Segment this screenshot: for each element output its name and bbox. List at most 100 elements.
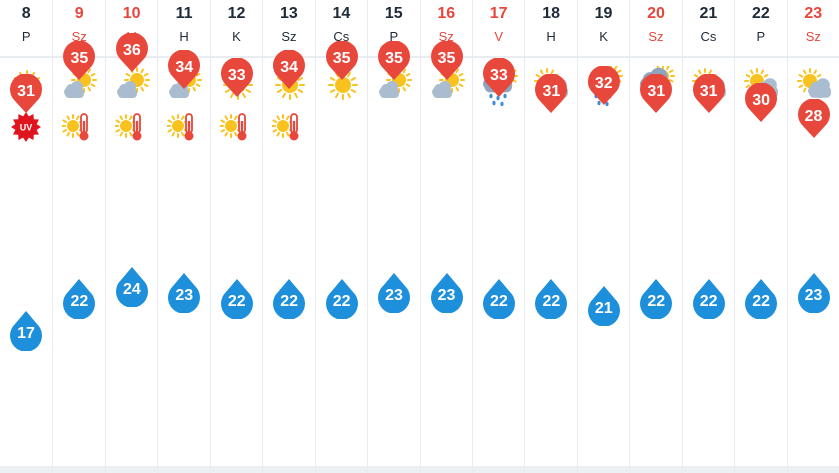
day-column-21[interactable]: 21 Cs 31 22 [681,0,734,473]
date-number: 8 [21,5,31,22]
max-temp-pin: 35 [61,41,97,81]
min-temp-value: 22 [542,293,561,311]
min-temp-pin: 22 [271,279,307,320]
max-temp-value: 34 [175,58,194,76]
date-number: 15 [384,5,403,22]
day-column-17[interactable]: 17 V 33 22 [471,0,524,473]
weekday-label: V [494,29,503,44]
day-column-11[interactable]: 11 H 34 23 [157,0,209,473]
day-column-23[interactable]: 23 Sz 28 23 [786,0,839,473]
min-temp-value: 23 [804,287,823,305]
max-temp-pin: 34 [166,49,202,90]
max-temp-value: 31 [17,83,35,101]
max-temp-value: 35 [70,50,89,68]
heat-warning-icon [61,110,96,144]
max-temp-value: 34 [280,58,299,76]
date-number: 23 [804,5,823,22]
max-temp-value: 32 [594,75,613,92]
max-temp-pin: 31 [691,74,727,114]
day-column-12[interactable]: 12 K 33 22 [209,0,262,473]
thermometer-shape [237,113,247,141]
weekday-label: P [21,29,31,44]
heat-warning-icon [166,110,201,144]
min-temp-value: 21 [594,299,613,317]
sun-icon [323,66,363,106]
day-column-15[interactable]: 15 P 35 23 [367,0,419,473]
day-column-16[interactable]: 16 Sz 35 23 [419,0,472,473]
day-column-13[interactable]: 13 Sz 34 22 [262,0,314,473]
max-temp-pin: 33 [219,57,255,98]
weekday-label: Cs [700,29,717,44]
max-temp-value: 35 [437,50,456,68]
thermometer-shape [79,113,89,141]
cloud-shape [116,81,137,98]
day-column-19[interactable]: 19 K 32 21 [576,0,629,473]
weekday-label: Sz [438,29,454,44]
min-temp-value: 22 [752,293,771,311]
weekday-label: P [389,29,399,44]
min-temp-value: 23 [437,287,456,305]
max-temp-pin: 31 [8,74,44,114]
date-number: 12 [227,5,246,22]
min-temp-pin: 22 [691,279,727,320]
min-temp-value: 22 [699,293,718,311]
sun-shape [327,70,358,100]
max-temp-pin: 34 [271,49,307,90]
cloud-shape [169,81,190,98]
min-temp-value: 22 [490,293,508,311]
day-column-20[interactable]: 20 Sz 31 22 [629,0,681,473]
min-temp-pin: 22 [219,279,255,320]
max-temp-value: 30 [752,91,771,109]
date-number: 22 [751,5,770,22]
min-temp-value: 22 [280,293,299,311]
max-temp-pin: 32 [586,66,622,106]
min-temp-value: 24 [122,280,141,298]
max-temp-pin: 31 [638,74,674,114]
date-number: 16 [437,5,456,22]
max-temp-pin: 35 [429,41,465,81]
date-number: 17 [489,5,508,22]
date-number: 18 [542,5,560,22]
weekday-label: Sz [648,29,664,44]
min-temp-pin: 21 [586,285,622,326]
max-temp-pin: 28 [796,99,832,139]
date-number: 21 [699,5,718,22]
weekday-label: K [599,29,608,44]
partly-cloudy-icon [795,66,835,106]
thermometer-shape [132,113,142,141]
day-column-8[interactable]: 8 P UV 31 17 [0,0,52,473]
date-number: 11 [175,5,193,22]
max-temp-pin: 30 [743,82,779,123]
max-temp-pin: 35 [324,41,360,81]
weekday-label: Sz [805,29,821,44]
max-temp-value: 33 [490,66,508,84]
date-number: 13 [280,5,298,22]
heat-warning-icon [113,110,149,144]
min-temp-value: 22 [647,293,666,311]
thermometer-shape [289,113,299,141]
day-column-18[interactable]: 18 H 31 22 [524,0,576,473]
date-number: 20 [647,5,665,22]
day-column-22[interactable]: 22 P 30 22 [734,0,786,473]
min-temp-value: 23 [385,287,403,305]
max-temp-pin: 31 [533,74,569,114]
min-temp-pin: 22 [61,279,97,320]
min-temp-value: 22 [70,293,89,311]
cloud-sun-icon [428,66,468,106]
date-number: 14 [332,5,351,22]
day-column-9[interactable]: 9 Sz 35 22 [52,0,104,473]
weekday-label: Sz [281,29,297,44]
day-column-10[interactable]: 10V3624 [104,0,157,473]
max-temp-pin: 35 [376,41,412,81]
cloud-shape [64,81,85,98]
date-number: 19 [594,5,613,22]
min-temp-pin: 22 [743,279,779,320]
min-temp-pin: 23 [429,273,465,314]
min-temp-pin: 17 [8,310,44,351]
max-temp-value: 33 [227,66,246,84]
day-column-14[interactable]: 14 Cs 35 22 [314,0,367,473]
cloud-shape [431,81,452,98]
cloud-shape [379,81,400,98]
weekday-label: Sz [71,29,87,44]
heat-warning-icon [271,110,306,144]
